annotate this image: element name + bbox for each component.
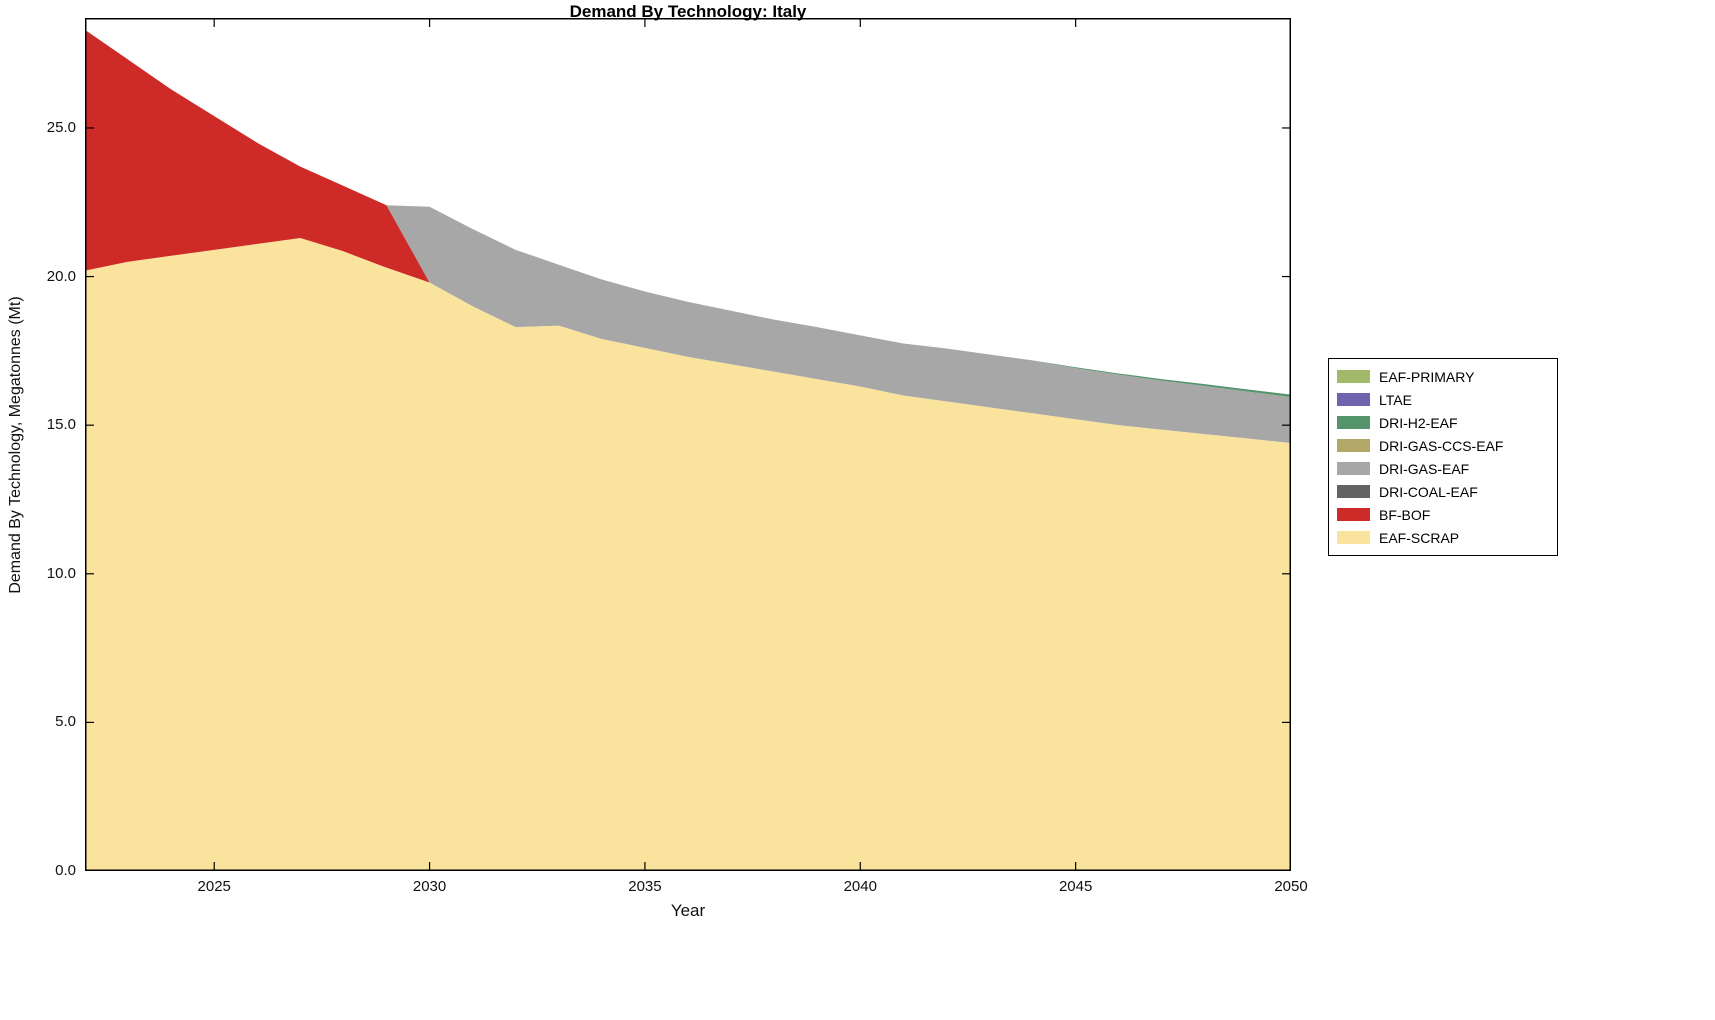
y-tick-label: 10.0 [46, 564, 76, 582]
legend-swatch [1337, 531, 1370, 544]
stacked-area-chart [85, 18, 1292, 872]
legend-label: LTAE [1379, 391, 1412, 408]
x-axis-label: Year [670, 901, 706, 920]
y-tick-label: 15.0 [46, 416, 76, 434]
x-tick-label: 2040 [843, 878, 877, 895]
y-tick-label: 25.0 [46, 118, 76, 136]
legend-swatch [1337, 393, 1370, 406]
x-tick-label: 2045 [1058, 878, 1093, 895]
y-tick-label: 0.0 [55, 862, 76, 879]
legend-label: DRI-GAS-EAF [1379, 460, 1470, 477]
x-tick-label: 2050 [1274, 878, 1308, 895]
legend-item: BF-BOF [1337, 503, 1549, 526]
legend-swatch [1337, 485, 1370, 498]
legend-label: DRI-H2-EAF [1379, 414, 1458, 431]
area-series-eaf-scrap [85, 237, 1291, 871]
legend-swatch [1337, 370, 1370, 383]
y-tick-label: 5.0 [55, 713, 76, 731]
plot-area [85, 18, 1292, 872]
legend-item: DRI-GAS-EAF [1337, 457, 1549, 480]
area-series-bf-bof [85, 29, 1291, 444]
legend: EAF-PRIMARY LTAE DRI-H2-EAF DRI-GAS-CCS-EAF… [1328, 358, 1558, 556]
y-axis-label: Demand By Technology, Megatonnes (Mt) [7, 296, 24, 594]
legend-swatch [1337, 439, 1370, 452]
chart-title: Demand By Technology: Italy [569, 2, 807, 21]
legend-item: LTAE [1337, 388, 1549, 411]
legend-label: BF-BOF [1379, 506, 1431, 523]
x-tick-label: 2025 [197, 878, 231, 895]
legend-label: DRI-GAS-CCS-EAF [1379, 437, 1504, 454]
legend-swatch [1337, 462, 1370, 475]
x-tick-label: 2035 [628, 878, 662, 895]
legend-label: EAF-PRIMARY [1379, 368, 1475, 385]
x-tick-label: 2030 [412, 878, 447, 895]
legend-swatch [1337, 508, 1370, 521]
legend-item: EAF-SCRAP [1337, 526, 1549, 549]
y-tick-label: 20.0 [46, 267, 76, 285]
plot-border [85, 18, 1291, 871]
legend-item: DRI-H2-EAF [1337, 411, 1549, 434]
legend-label: DRI-COAL-EAF [1379, 483, 1478, 500]
area-series-dri-gas-eaf [85, 29, 1291, 444]
legend-item: EAF-PRIMARY [1337, 365, 1549, 388]
legend-item: DRI-COAL-EAF [1337, 480, 1549, 503]
legend-swatch [1337, 416, 1370, 429]
legend-item: DRI-GAS-CCS-EAF [1337, 434, 1549, 457]
legend-label: EAF-SCRAP [1379, 529, 1460, 546]
